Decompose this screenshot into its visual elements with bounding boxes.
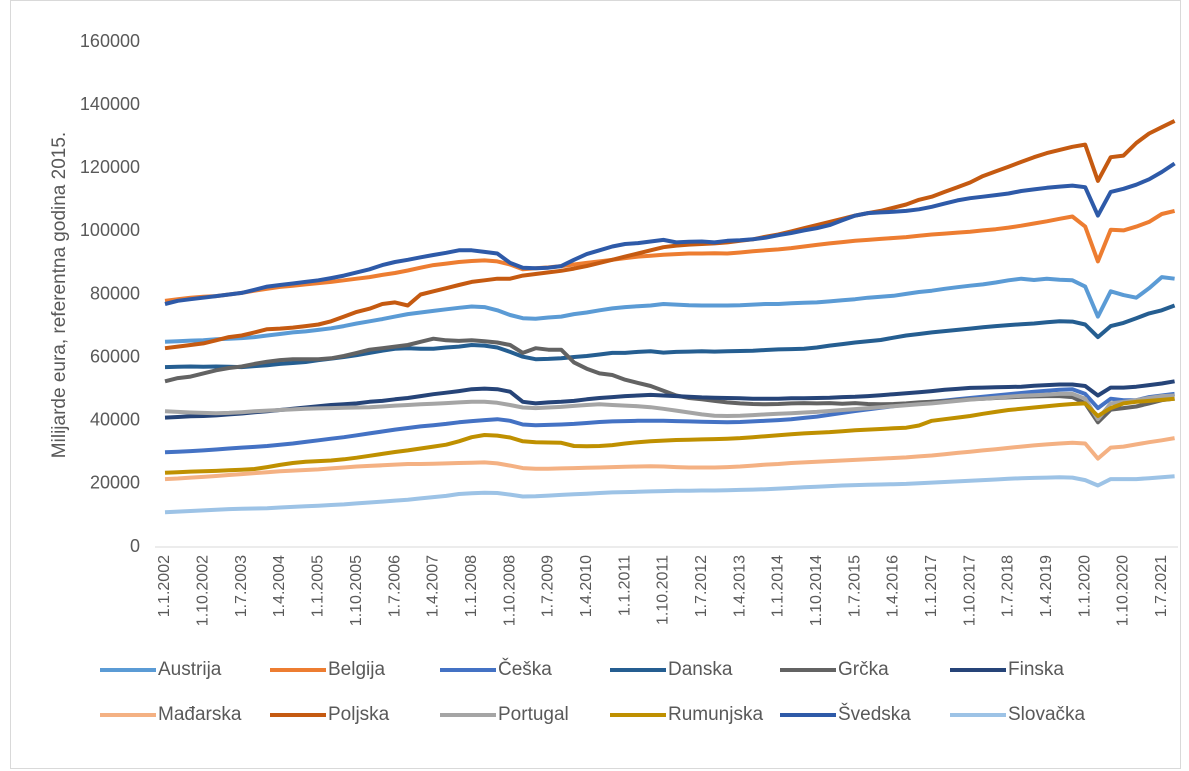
x-tick-label: 1.4.2010 [578,555,595,617]
x-tick-label: 1.4.2016 [885,555,902,617]
legend-label: Danska [668,659,733,680]
legend-label: Slovačka [1008,704,1086,725]
x-tick-label: 1.7.2009 [540,555,557,617]
x-tick-label: 1.7.2018 [1000,555,1017,617]
x-tick-label: 1.7.2006 [386,555,403,617]
x-tick-label: 1.4.2013 [731,555,748,617]
x-tick-label: 1.10.2008 [501,555,518,626]
x-tick-label: 1.10.2014 [808,555,825,626]
legend-label: Portugal [498,704,569,725]
x-tick-label: 1.1.2002 [156,555,173,617]
x-tick-label: 1.1.2020 [1076,555,1093,617]
x-tick-label: 1.4.2004 [271,555,288,617]
line-series [164,275,1175,344]
y-tick-label: 40000 [90,410,140,430]
y-tick-label: 100000 [80,220,140,240]
y-tick-label: 140000 [80,94,140,114]
x-tick-label: 1.7.2012 [693,555,710,617]
x-tick-label: 1.10.2005 [348,555,365,626]
line-series [164,391,1175,422]
x-tick-label: 1.7.2003 [233,555,250,617]
line-series [164,208,1176,303]
x-tick-label: 1.10.2002 [195,555,212,626]
x-tick-label: 1.1.2005 [310,555,327,617]
y-tick-label: 0 [130,536,140,556]
y-tick-label: 120000 [80,157,140,177]
chart-border [10,0,1181,769]
x-tick-label: 1.10.2020 [1115,555,1132,626]
y-tick-label: 60000 [90,346,140,366]
line-series [164,161,1176,306]
x-tick-label: 1.10.2017 [961,555,978,626]
legend-label: Grčka [838,659,889,680]
line-series [164,396,1175,475]
legend-label: Češka [498,658,552,680]
legend-label: Finska [1008,659,1064,680]
x-tick-label: 1.4.2007 [425,555,442,617]
legend-label: Austrija [158,659,222,680]
x-tick-label: 1.1.2008 [463,555,480,617]
legend-label: Švedska [838,703,911,725]
legend-label: Mađarska [158,704,242,725]
x-tick-label: 1.1.2011 [616,555,633,616]
y-axis-label: Milijarde eura, referentna godina 2015. [49,132,70,458]
line-series [164,436,1175,482]
y-tick-label: 160000 [80,31,140,51]
x-tick-label: 1.7.2015 [846,555,863,617]
legend-label: Belgija [328,659,385,680]
y-tick-label: 20000 [90,473,140,493]
y-tick-label: 80000 [90,283,140,303]
x-tick-label: 1.10.2011 [655,555,672,625]
line-series [164,119,1176,351]
x-tick-label: 1.4.2019 [1038,555,1055,617]
x-tick-label: 1.1.2014 [770,555,787,617]
x-tick-label: 1.1.2017 [923,555,940,617]
x-tick-label: 1.7.2021 [1153,555,1170,617]
legend-label: Poljska [328,704,390,725]
legend-label: Rumunjska [668,704,763,725]
line-series [164,474,1175,515]
line-series [164,387,1175,455]
line-series [164,379,1175,420]
